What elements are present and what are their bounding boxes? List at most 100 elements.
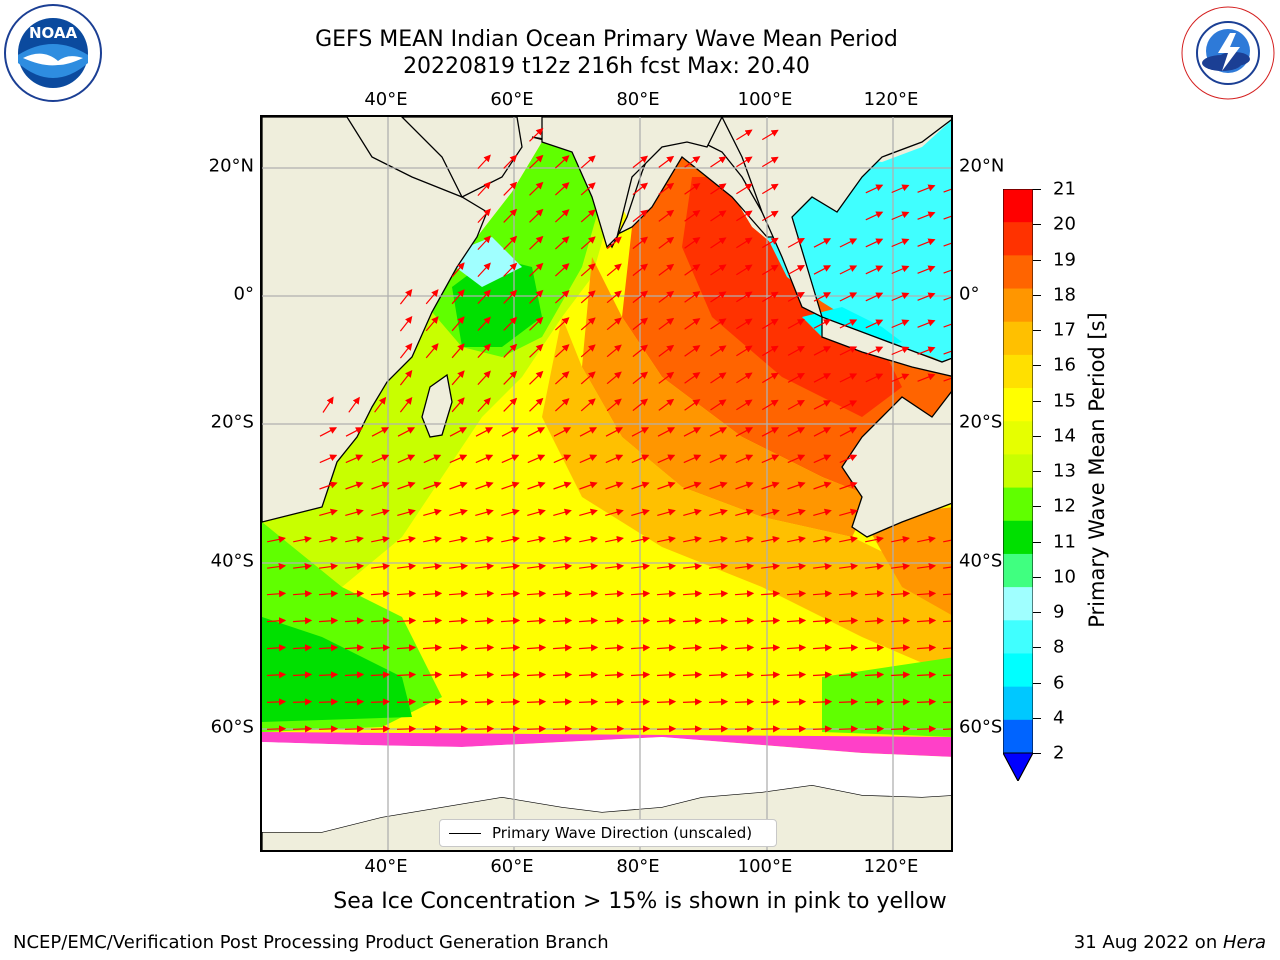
wave-direction-arrow <box>890 617 911 625</box>
wave-direction-arrow <box>865 346 884 356</box>
wave-direction-arrow <box>552 590 573 598</box>
wave-direction-arrow <box>503 343 518 358</box>
bottom-lon-label: 120°E <box>863 856 919 877</box>
colorbar-tick-label: 14 <box>1053 425 1076 447</box>
wave-direction-arrow <box>630 617 651 625</box>
wave-direction-arrow <box>734 590 755 598</box>
wave-direction-arrow <box>580 182 596 196</box>
wave-direction-arrow <box>942 701 951 703</box>
colorbar-tick-mark <box>1033 717 1041 719</box>
wave-direction-arrow <box>503 289 518 304</box>
wave-direction-arrow <box>605 563 625 571</box>
wave-direction-arrow <box>891 535 910 543</box>
wave-direction-arrow <box>943 242 951 247</box>
wave-direction-arrow <box>632 371 649 385</box>
colorbar-tick-mark <box>1033 259 1041 261</box>
wave-direction-arrow <box>760 671 781 679</box>
wave-direction-arrow <box>709 508 728 516</box>
wave-direction-arrow <box>527 508 546 516</box>
wave-direction-arrow <box>657 454 676 464</box>
wave-direction-arrow <box>813 292 832 302</box>
wave-direction-arrow <box>293 535 312 543</box>
wave-direction-arrow <box>501 427 520 437</box>
left-lat-label: 60°S <box>210 716 254 738</box>
wave-direction-arrow <box>322 396 334 413</box>
wave-direction-arrow <box>786 644 807 652</box>
colorbar-tick-mark <box>1033 435 1041 437</box>
wave-direction-arrow <box>632 236 649 250</box>
wave-direction-arrow <box>891 346 910 356</box>
wave-direction-arrow <box>448 671 469 679</box>
wave-direction-arrow <box>319 563 339 571</box>
wave-direction-arrow <box>371 563 391 571</box>
wave-direction-arrow <box>839 508 858 516</box>
footer-credit: NCEP/EMC/Verification Post Processing Pr… <box>13 932 609 953</box>
wave-direction-arrow <box>632 344 649 358</box>
wave-direction-arrow <box>656 725 677 733</box>
wave-direction-arrow <box>761 563 781 571</box>
wave-direction-arrow <box>579 508 598 516</box>
colorbar-tick-label: 12 <box>1053 495 1076 517</box>
wave-direction-arrow <box>319 481 338 490</box>
wave-direction-arrow <box>813 563 833 571</box>
wave-direction-arrow <box>371 427 390 437</box>
wave-direction-arrow <box>554 209 570 223</box>
wave-direction-arrow <box>578 671 599 679</box>
wave-direction-arrow <box>501 535 520 543</box>
wave-direction-arrow <box>449 563 469 571</box>
wave-direction-arrow <box>451 262 465 278</box>
wave-direction-arrow <box>526 644 547 652</box>
wave-direction-arrow <box>451 370 465 386</box>
wave-direction-arrow <box>503 235 518 250</box>
wave-direction-arrow <box>501 481 520 490</box>
wave-direction-arrow <box>529 397 544 412</box>
wave-direction-arrow <box>503 208 518 223</box>
wave-direction-arrow <box>813 535 832 543</box>
svg-text:NOAA: NOAA <box>29 24 78 42</box>
wave-direction-arrow <box>684 318 701 330</box>
bottom-lon-label: 80°E <box>616 856 660 877</box>
wave-direction-arrow <box>761 481 780 490</box>
colorbar-tick-mark <box>1033 506 1041 508</box>
wave-direction-arrow <box>604 617 625 625</box>
wave-direction-arrow <box>477 370 491 386</box>
wave-direction-arrow <box>553 427 572 437</box>
wave-direction-arrow <box>423 563 443 571</box>
colorbar-segment <box>1003 454 1033 489</box>
colorbar-tick-mark <box>1033 294 1041 296</box>
wave-direction-arrow <box>527 563 547 571</box>
colorbar-segment <box>1003 487 1033 522</box>
wave-direction-arrow <box>554 155 570 169</box>
wave-direction-arrow <box>526 590 547 598</box>
wave-direction-arrow <box>399 315 413 332</box>
wave-direction-arrow <box>267 535 286 543</box>
wave-direction-arrow <box>606 371 622 385</box>
wave-direction-arrow <box>890 671 911 679</box>
wave-direction-arrow <box>503 370 518 385</box>
wave-direction-arrow <box>292 671 313 679</box>
wave-direction-arrow <box>709 454 728 464</box>
wave-direction-arrow <box>839 292 858 302</box>
wave-direction-arrow <box>761 372 779 384</box>
wave-direction-arrow <box>370 671 391 679</box>
wave-direction-arrow <box>448 590 469 598</box>
colorbar-tick-label: 18 <box>1053 284 1076 306</box>
wave-direction-arrow <box>760 725 781 733</box>
wave-direction-arrow <box>606 263 622 277</box>
wave-direction-arrow <box>318 617 339 625</box>
wave-direction-arrow <box>813 238 832 248</box>
wave-direction-arrow <box>683 427 702 437</box>
wave-direction-arrow <box>580 398 596 412</box>
wave-direction-arrow <box>449 481 468 490</box>
wave-direction-arrow <box>630 590 651 598</box>
legend-label: Primary Wave Direction (unscaled) <box>492 824 753 842</box>
wave-direction-arrow <box>266 725 287 733</box>
wave-direction-arrow <box>529 235 544 250</box>
wave-direction-arrow <box>529 316 544 331</box>
wave-direction-arrow <box>865 373 884 383</box>
wave-direction-arrow <box>839 373 858 383</box>
wave-direction-arrow <box>501 563 521 571</box>
wave-direction-arrow <box>605 454 624 464</box>
wave-direction-arrow <box>865 265 884 275</box>
wave-direction-arrow <box>656 617 677 625</box>
